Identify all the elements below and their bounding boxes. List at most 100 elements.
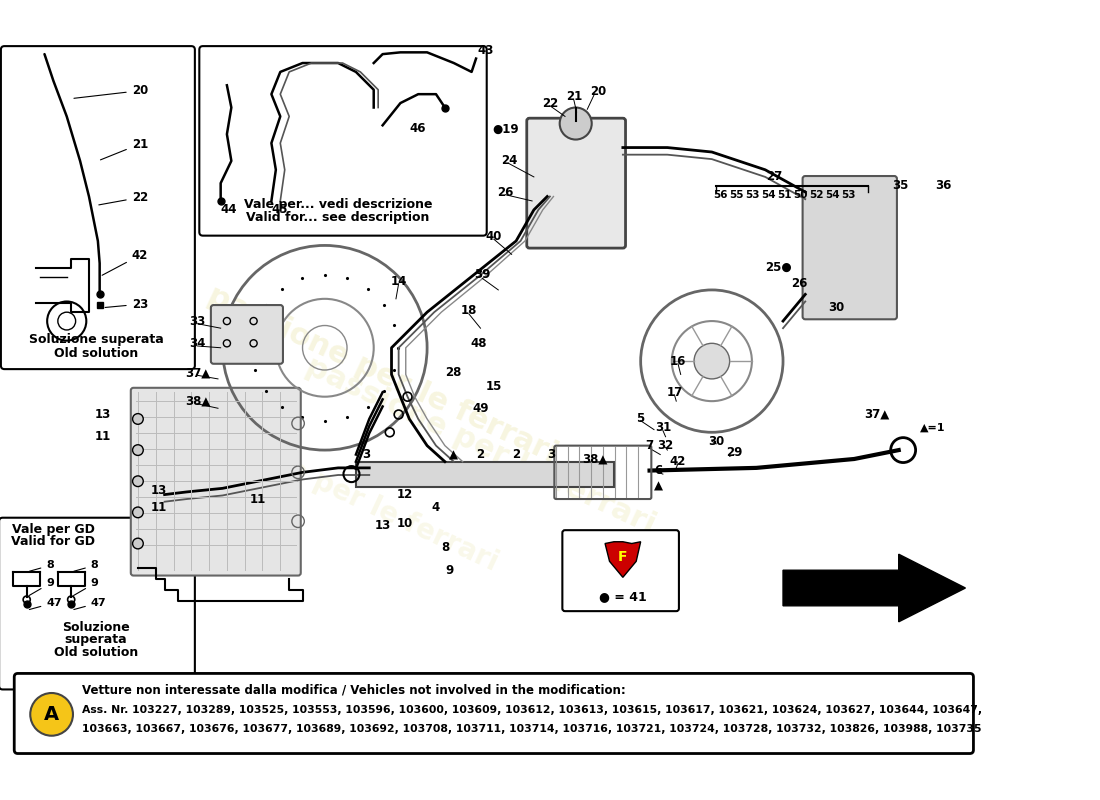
Text: Soluzione superata: Soluzione superata	[29, 334, 164, 346]
FancyBboxPatch shape	[527, 118, 626, 248]
Text: 46: 46	[409, 122, 426, 135]
Text: 49: 49	[472, 402, 488, 414]
Text: passione per le ferrari: passione per le ferrari	[174, 403, 503, 577]
Text: ▲: ▲	[449, 448, 459, 461]
Text: 54: 54	[825, 190, 840, 200]
Text: Old solution: Old solution	[54, 646, 139, 658]
Text: 26: 26	[497, 186, 514, 198]
Text: 103663, 103667, 103676, 103677, 103689, 103692, 103708, 103711, 103714, 103716, : 103663, 103667, 103676, 103677, 103689, …	[81, 723, 981, 734]
Text: 27: 27	[766, 170, 782, 183]
Text: 2: 2	[476, 448, 485, 461]
Text: 31: 31	[654, 422, 671, 434]
Text: 44: 44	[221, 202, 238, 215]
Text: 7: 7	[646, 439, 653, 452]
Text: 10: 10	[397, 518, 412, 530]
Text: 15: 15	[486, 379, 502, 393]
Text: 38▲: 38▲	[582, 453, 607, 466]
Text: 38▲: 38▲	[185, 394, 210, 408]
Text: 4: 4	[432, 502, 440, 514]
Text: 9: 9	[446, 564, 453, 577]
Text: 33: 33	[189, 314, 206, 327]
Text: 14: 14	[390, 274, 407, 287]
Text: passione per le ferrari: passione per le ferrari	[204, 281, 562, 469]
Circle shape	[133, 507, 143, 518]
Text: 30: 30	[708, 434, 725, 448]
Circle shape	[31, 693, 73, 736]
Text: 3: 3	[548, 448, 556, 461]
FancyBboxPatch shape	[803, 176, 896, 319]
Text: 13: 13	[95, 408, 110, 421]
Text: 11: 11	[95, 430, 110, 443]
Text: 9: 9	[29, 578, 54, 595]
Text: 48: 48	[471, 337, 487, 350]
FancyBboxPatch shape	[1, 46, 195, 369]
Text: 50: 50	[793, 190, 808, 200]
Text: 47: 47	[74, 598, 107, 610]
Text: 2: 2	[512, 448, 520, 461]
Text: 45: 45	[272, 202, 288, 215]
Text: 22: 22	[99, 191, 147, 205]
Text: 56: 56	[714, 190, 728, 200]
Text: ●19: ●19	[492, 123, 519, 136]
Text: 42: 42	[102, 249, 148, 275]
Text: 8: 8	[30, 561, 54, 571]
Text: 21: 21	[100, 138, 147, 160]
Text: Valid for GD: Valid for GD	[11, 535, 96, 548]
Text: 55: 55	[729, 190, 744, 200]
Text: 40: 40	[486, 230, 502, 243]
Text: 13: 13	[374, 519, 390, 532]
Text: 30: 30	[828, 302, 845, 314]
Text: Vale per... vedi descrizione: Vale per... vedi descrizione	[244, 198, 432, 211]
Text: 52: 52	[810, 190, 824, 200]
Text: 28: 28	[446, 366, 462, 379]
Text: passione per le ferrari: passione per le ferrari	[301, 352, 660, 540]
Text: 5: 5	[637, 413, 645, 426]
Circle shape	[560, 107, 592, 139]
Circle shape	[694, 343, 729, 379]
Text: 24: 24	[500, 154, 517, 167]
Circle shape	[133, 445, 143, 455]
Text: 3: 3	[363, 448, 371, 461]
Text: 8: 8	[441, 542, 449, 554]
Text: 39: 39	[474, 268, 491, 282]
Text: 12: 12	[397, 488, 412, 501]
FancyBboxPatch shape	[131, 388, 300, 575]
Text: 47: 47	[30, 598, 62, 610]
Text: 9: 9	[74, 578, 99, 595]
FancyBboxPatch shape	[0, 518, 195, 690]
Circle shape	[133, 414, 143, 424]
Text: 34: 34	[189, 337, 206, 350]
Text: 29: 29	[726, 446, 742, 459]
Text: 8: 8	[74, 561, 99, 571]
Text: 17: 17	[667, 386, 683, 398]
Text: Old solution: Old solution	[54, 346, 139, 360]
Text: 32: 32	[658, 439, 673, 452]
Text: ▲=1: ▲=1	[920, 423, 945, 433]
Text: 20: 20	[590, 85, 606, 98]
Text: 13: 13	[151, 484, 166, 497]
Text: 20: 20	[74, 84, 147, 98]
Text: A: A	[44, 705, 59, 724]
Text: 23: 23	[106, 298, 147, 310]
Text: 26: 26	[791, 277, 807, 290]
FancyBboxPatch shape	[562, 530, 679, 611]
FancyBboxPatch shape	[14, 674, 974, 754]
Text: Ass. Nr. 103227, 103289, 103525, 103553, 103596, 103600, 103609, 103612, 103613,: Ass. Nr. 103227, 103289, 103525, 103553,…	[81, 705, 982, 715]
Polygon shape	[783, 554, 966, 622]
Circle shape	[133, 476, 143, 486]
Text: 16: 16	[670, 354, 686, 368]
Text: 11: 11	[250, 493, 266, 506]
Text: 51: 51	[778, 190, 792, 200]
Text: ▲: ▲	[654, 479, 663, 492]
Text: 53: 53	[746, 190, 760, 200]
Polygon shape	[605, 542, 640, 578]
Text: superata: superata	[65, 633, 128, 646]
Text: 21: 21	[565, 90, 582, 103]
FancyBboxPatch shape	[356, 462, 614, 486]
Text: Vetture non interessate dalla modifica / Vehicles not involved in the modificati: Vetture non interessate dalla modifica /…	[81, 684, 626, 697]
Text: ● = 41: ● = 41	[600, 590, 647, 603]
Text: 37▲: 37▲	[864, 408, 889, 421]
Text: 36: 36	[935, 179, 952, 192]
Text: 18: 18	[461, 304, 477, 317]
Text: 42: 42	[670, 455, 686, 468]
